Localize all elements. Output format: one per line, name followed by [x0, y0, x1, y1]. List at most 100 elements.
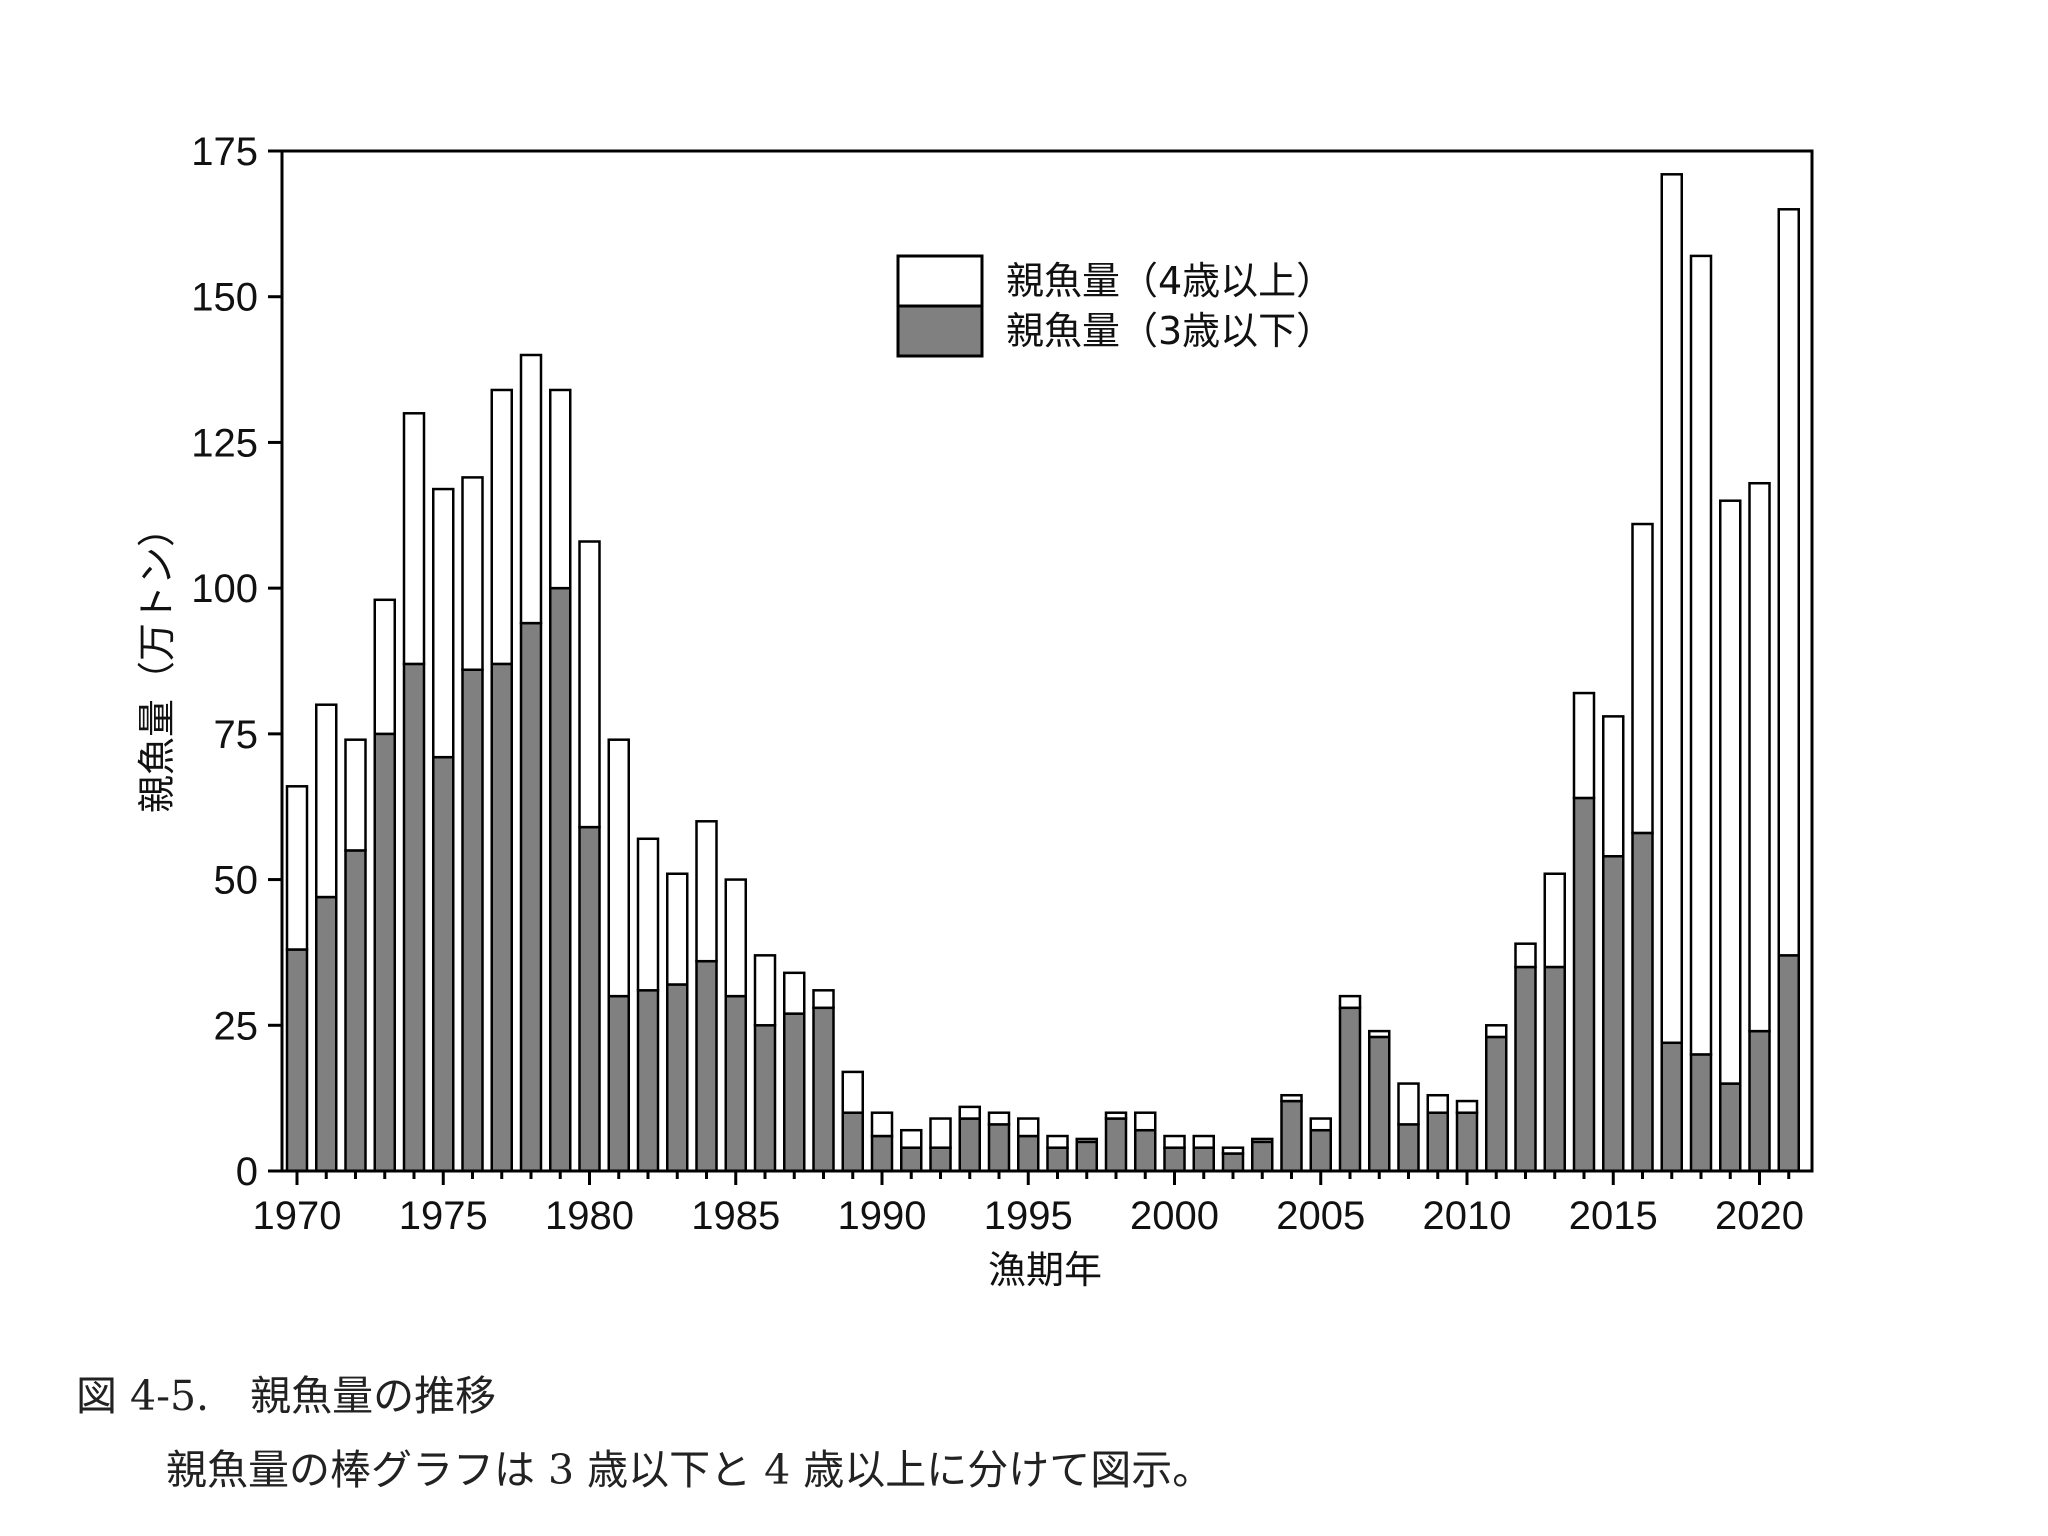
- bar-4plus-1995: [1017, 1117, 1040, 1138]
- bar-4plus-1994: [987, 1111, 1011, 1126]
- bar-3under-2002: [1221, 1152, 1245, 1173]
- bar-3under-1984: [695, 959, 718, 1173]
- bar-3under-2021: [1777, 954, 1800, 1173]
- bar-3under-1991: [900, 1146, 923, 1173]
- legend-swatch-3under: [896, 304, 984, 358]
- bar-4plus-1980: [578, 540, 601, 829]
- y-tick-label-175: 175: [191, 130, 258, 174]
- bar-4plus-1979: [549, 388, 572, 590]
- bar-4plus-1982: [636, 837, 660, 992]
- bar-3under-2008: [1397, 1123, 1420, 1173]
- x-tick-label-1990: 1990: [838, 1194, 927, 1238]
- bar-4plus-1993: [958, 1105, 981, 1120]
- bar-4plus-1978: [519, 353, 543, 625]
- bar-3under-2011: [1485, 1035, 1508, 1173]
- bar-3under-1982: [636, 989, 660, 1173]
- x-tick-label-2020: 2020: [1715, 1194, 1804, 1238]
- bar-3under-1994: [987, 1123, 1011, 1173]
- bar-3under-1997: [1075, 1140, 1098, 1173]
- bar-3under-2009: [1426, 1111, 1449, 1173]
- bar-4plus-2014: [1572, 691, 1596, 800]
- bar-4plus-1973: [373, 598, 396, 736]
- bar-3under-2019: [1719, 1082, 1742, 1173]
- bar-4plus-2010: [1455, 1099, 1479, 1114]
- bar-4plus-2008: [1397, 1082, 1420, 1126]
- bar-3under-1996: [1046, 1146, 1069, 1173]
- y-axis-label: 親魚量（万トン）: [135, 509, 179, 813]
- y-tick-label-150: 150: [191, 276, 258, 320]
- y-tick-label-100: 100: [191, 567, 258, 611]
- bar-4plus-2021: [1777, 208, 1800, 957]
- bar-3under-1990: [870, 1134, 894, 1173]
- legend-swatch-4plus: [896, 254, 984, 308]
- x-tick-label-2010: 2010: [1423, 1194, 1512, 1238]
- figure-caption-title: 図 4-5. 親魚量の推移: [76, 1372, 497, 1420]
- bar-3under-2018: [1689, 1053, 1713, 1173]
- bar-3under-1981: [607, 994, 630, 1173]
- bar-3under-1979: [549, 586, 572, 1173]
- x-tick-label-1970: 1970: [253, 1194, 342, 1238]
- bar-3under-1985: [724, 994, 747, 1173]
- bar-4plus-2001: [1192, 1134, 1215, 1149]
- bar-3under-2010: [1455, 1111, 1479, 1173]
- x-tick-label-2000: 2000: [1130, 1194, 1219, 1238]
- bar-4plus-1975: [432, 487, 455, 759]
- bar-3under-1970: [285, 948, 309, 1173]
- bar-4plus-2002: [1221, 1146, 1245, 1155]
- bar-4plus-1985: [724, 878, 747, 998]
- bar-3under-1973: [373, 732, 396, 1173]
- x-tick-label-1985: 1985: [691, 1194, 780, 1238]
- bar-3under-1980: [578, 825, 601, 1173]
- bar-4plus-2012: [1514, 942, 1537, 969]
- bar-4plus-2019: [1719, 499, 1742, 1085]
- bar-3under-2004: [1280, 1099, 1303, 1173]
- bar-3under-2016: [1631, 831, 1654, 1173]
- bar-4plus-2003: [1251, 1137, 1274, 1144]
- bar-3under-2013: [1543, 965, 1566, 1173]
- bar-4plus-1983: [666, 872, 689, 986]
- bar-4plus-2004: [1280, 1093, 1303, 1103]
- bar-4plus-1970: [285, 785, 309, 951]
- bar-3under-1976: [461, 668, 484, 1173]
- bar-3under-1995: [1017, 1134, 1040, 1173]
- bar-3under-1986: [753, 1024, 777, 1173]
- y-tick-label-0: 0: [236, 1150, 258, 1194]
- x-axis: 1970 1975 1980 1985 1990 1995 2000 2005 2010 2015…: [253, 1171, 1804, 1238]
- bar-4plus-2016: [1631, 522, 1654, 835]
- bar-4plus-1992: [929, 1117, 952, 1149]
- bar-3under-1975: [432, 755, 455, 1173]
- bar-3under-1998: [1104, 1117, 1128, 1173]
- bar-3under-2014: [1572, 796, 1596, 1173]
- bar-3under-2017: [1660, 1041, 1683, 1173]
- bar-4plus-1996: [1046, 1134, 1069, 1149]
- legend: 親魚量（4歳以上） 親魚量（3歳以下）: [896, 254, 1334, 358]
- bar-3under-1987: [783, 1012, 806, 1173]
- bar-4plus-2007: [1368, 1029, 1391, 1039]
- bar-3under-2020: [1748, 1029, 1771, 1173]
- bar-4plus-1991: [900, 1128, 923, 1149]
- bar-3under-1999: [1134, 1128, 1157, 1173]
- bar-3under-2007: [1368, 1035, 1391, 1173]
- bar-3under-1972: [344, 849, 367, 1173]
- bar-4plus-2017: [1660, 173, 1683, 1045]
- bar-3under-2005: [1309, 1128, 1332, 1173]
- bar-4plus-1989: [841, 1070, 864, 1114]
- bar-4plus-1987: [783, 971, 806, 1015]
- bar-4plus-1972: [344, 738, 367, 852]
- y-tick-label-125: 125: [191, 421, 258, 465]
- bar-3under-2001: [1192, 1146, 1215, 1173]
- bar-3under-2015: [1602, 855, 1625, 1173]
- bar-4plus-1976: [461, 476, 484, 671]
- bar-4plus-2009: [1426, 1093, 1449, 1114]
- y-axis: 0 25 50 75 100 125 150 175: [191, 130, 282, 1194]
- y-tick-label-25: 25: [214, 1004, 259, 1048]
- x-tick-label-2005: 2005: [1276, 1194, 1365, 1238]
- bar-3under-1992: [929, 1146, 952, 1173]
- bar-3under-1989: [841, 1111, 864, 1173]
- bar-4plus-2020: [1748, 481, 1771, 1033]
- bars-group: [285, 173, 1800, 1173]
- bar-3under-2003: [1251, 1140, 1274, 1173]
- bar-4plus-1984: [695, 820, 718, 963]
- bar-4plus-2005: [1309, 1117, 1332, 1132]
- bar-3under-2000: [1163, 1146, 1186, 1173]
